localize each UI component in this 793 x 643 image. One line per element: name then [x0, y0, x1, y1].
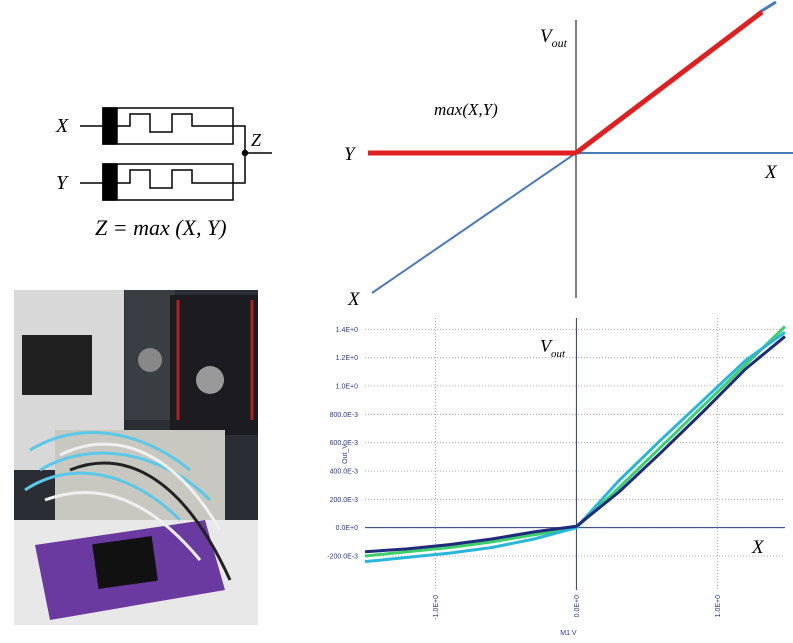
trace — [364, 335, 786, 554]
y-tick-label: 200.0E-3 — [330, 497, 359, 504]
y-tick-label: 0.0E+0 — [336, 525, 358, 532]
y-tick-label: 600.0E-3 — [330, 440, 359, 447]
ideal-axes — [368, 0, 793, 298]
y-tick-label: -200.0E-3 — [327, 554, 358, 561]
circuit-x: X — [55, 115, 69, 137]
circuit-y: Y — [56, 172, 69, 194]
ideal-x: X — [764, 162, 778, 183]
vout-main: V — [540, 336, 553, 356]
y-tick-label: 1.2E+0 — [336, 355, 358, 362]
ideal-y: Y — [344, 144, 357, 165]
x-tick-label: 1.0E+0 — [715, 595, 722, 617]
ideal-vout: Vout — [540, 26, 568, 50]
equation: Z = max (X, Y) — [95, 215, 227, 240]
trace — [364, 325, 787, 558]
vout-sub: out — [551, 348, 566, 360]
ideal-function: max(X,Y) — [434, 100, 498, 119]
circuit-z: Z — [251, 130, 262, 150]
y-tick-label: 400.0E-3 — [330, 469, 359, 476]
x-tick-label: -1.0E+0 — [433, 595, 440, 620]
ideal-x-input: X — [347, 289, 361, 310]
measured-x: X — [751, 537, 765, 558]
y-axis-label: Out_V — [342, 444, 349, 464]
measured-plot: 1.4E+0 1.2E+0 1.0E+0 800.0E-3 600.0E-3 400.0E… — [327, 318, 787, 637]
circuit — [80, 107, 272, 201]
y-tick-label: 1.0E+0 — [336, 384, 358, 391]
x-axis-label: M1 V — [560, 630, 577, 637]
photo — [14, 290, 258, 625]
y-tick-label: 800.0E-3 — [330, 412, 359, 419]
measured-vout: Vout — [540, 336, 566, 360]
y-tick-label: 1.4E+0 — [336, 327, 358, 334]
x-tick-label: 0.0E+0 — [574, 595, 581, 617]
